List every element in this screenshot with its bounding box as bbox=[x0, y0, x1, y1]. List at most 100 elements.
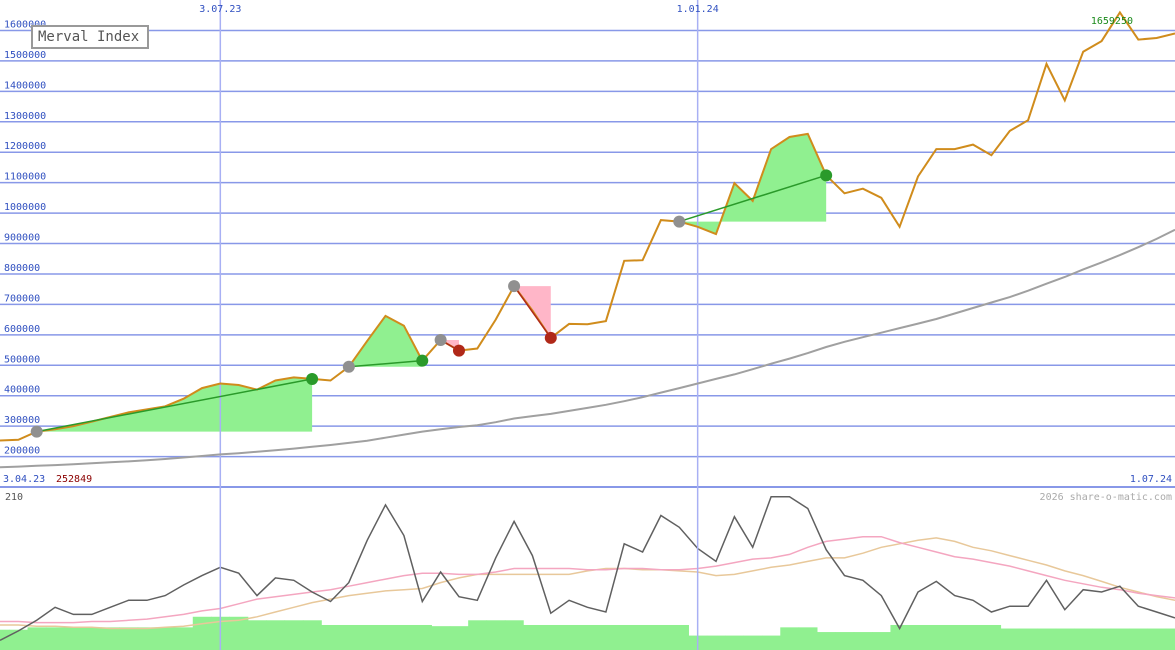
indicator-line bbox=[0, 535, 1175, 624]
trade-end bbox=[306, 372, 319, 385]
volume-bar bbox=[945, 624, 965, 650]
indicator-line bbox=[0, 495, 1175, 641]
volume-bar bbox=[82, 627, 102, 650]
volume-bar bbox=[596, 624, 616, 650]
volume-bar bbox=[449, 626, 469, 650]
y-tick-label: 800000 bbox=[4, 263, 40, 274]
trade-area bbox=[679, 133, 827, 235]
volume-bar bbox=[651, 624, 671, 650]
volume-bar bbox=[541, 624, 561, 650]
y-tick-label: 500000 bbox=[4, 354, 40, 365]
volume-bar bbox=[725, 635, 745, 650]
trade-end bbox=[820, 169, 833, 182]
volume-bar bbox=[559, 624, 579, 650]
y-tick-label: 1400000 bbox=[4, 80, 46, 91]
volume-bar bbox=[174, 627, 194, 650]
volume-bar bbox=[156, 627, 175, 650]
trade-end bbox=[452, 344, 465, 357]
volume-bar bbox=[523, 624, 543, 650]
volume-bar bbox=[743, 635, 763, 650]
volume-bar bbox=[431, 626, 451, 650]
volume-bar bbox=[504, 620, 524, 650]
volume-bar bbox=[1018, 628, 1038, 650]
y-tick-label: 1300000 bbox=[4, 111, 46, 122]
volume-bar bbox=[1110, 628, 1130, 650]
volume-bar bbox=[247, 620, 267, 650]
trade-area bbox=[514, 286, 551, 338]
trade-line bbox=[679, 174, 827, 223]
trade-line bbox=[513, 285, 552, 339]
volume-bar bbox=[853, 632, 873, 650]
volume-bar bbox=[872, 632, 891, 650]
volume-bar bbox=[27, 627, 47, 650]
trade-start bbox=[342, 360, 355, 373]
title-box bbox=[31, 25, 149, 49]
volume-bar bbox=[633, 624, 653, 650]
y-tick-label: 1200000 bbox=[4, 141, 46, 152]
price-line bbox=[0, 10, 1175, 442]
volume-bar bbox=[137, 627, 157, 650]
volume-bar bbox=[578, 624, 598, 650]
volume-bar bbox=[908, 624, 928, 650]
volume-bar bbox=[321, 624, 341, 650]
y-tick-label: 1000000 bbox=[4, 202, 46, 213]
max-label: 1659250 bbox=[1091, 16, 1133, 27]
y-tick-label: 200000 bbox=[4, 446, 40, 457]
volume-bar bbox=[982, 624, 1002, 650]
volume-bar bbox=[1147, 628, 1167, 650]
volume-bar bbox=[413, 624, 432, 650]
volume-bar bbox=[394, 624, 414, 650]
x-tick-label: 1.01.24 bbox=[677, 4, 719, 15]
volume-bar bbox=[761, 635, 781, 650]
credit: 2026 share-o-matic.com bbox=[1040, 492, 1172, 503]
y-tick-label: 1600000 bbox=[4, 19, 46, 30]
volume-bar bbox=[1165, 628, 1175, 650]
trade-start bbox=[673, 215, 686, 228]
volume-bar bbox=[706, 635, 726, 650]
volume-bar bbox=[302, 620, 322, 650]
volume-bar bbox=[670, 624, 689, 650]
chart-title: Merval Index bbox=[38, 29, 139, 45]
y-tick-label: 300000 bbox=[4, 415, 40, 426]
volume-bar bbox=[1055, 628, 1075, 650]
volume-bar bbox=[1074, 628, 1093, 650]
volume-bar bbox=[192, 616, 212, 650]
volume-bar bbox=[835, 632, 855, 650]
volume-bar bbox=[798, 627, 818, 650]
indicator-line bbox=[0, 537, 1175, 630]
trade-start bbox=[434, 333, 447, 346]
volume-bar bbox=[927, 624, 947, 650]
volume-bar bbox=[45, 627, 65, 650]
y-tick-label: 210 bbox=[5, 492, 23, 503]
volume-bar bbox=[890, 624, 910, 650]
volume-bar bbox=[284, 620, 304, 650]
volume-bar bbox=[119, 627, 139, 650]
trade-end bbox=[416, 354, 429, 367]
trade-end bbox=[544, 331, 557, 344]
trade-line bbox=[348, 359, 423, 368]
average-line bbox=[0, 228, 1175, 469]
trade-area bbox=[348, 315, 423, 367]
trade-start bbox=[30, 425, 43, 438]
volume-bar bbox=[615, 624, 634, 650]
volume-bar bbox=[1092, 628, 1112, 650]
trade-start bbox=[508, 280, 521, 293]
y-tick-label: 600000 bbox=[4, 324, 40, 335]
volume-bar bbox=[229, 616, 249, 650]
min-label: 252849 bbox=[56, 474, 92, 485]
volume-bar bbox=[64, 627, 84, 650]
volume-bar bbox=[816, 632, 836, 650]
volume-bar bbox=[963, 624, 983, 650]
volume-bar bbox=[100, 627, 120, 650]
volume-bar bbox=[266, 620, 286, 650]
volume-bar bbox=[486, 620, 506, 650]
y-tick-label: 400000 bbox=[4, 385, 40, 396]
volume-bar bbox=[358, 624, 377, 650]
y-tick-label: 900000 bbox=[4, 233, 40, 244]
y-tick-label: 1100000 bbox=[4, 172, 46, 183]
x-tick-label: 3.07.23 bbox=[199, 4, 241, 15]
volume-bar bbox=[1000, 628, 1020, 650]
volume-bar bbox=[1129, 628, 1148, 650]
start-date: 3.04.23 bbox=[3, 474, 45, 485]
y-tick-label: 1500000 bbox=[4, 50, 46, 61]
